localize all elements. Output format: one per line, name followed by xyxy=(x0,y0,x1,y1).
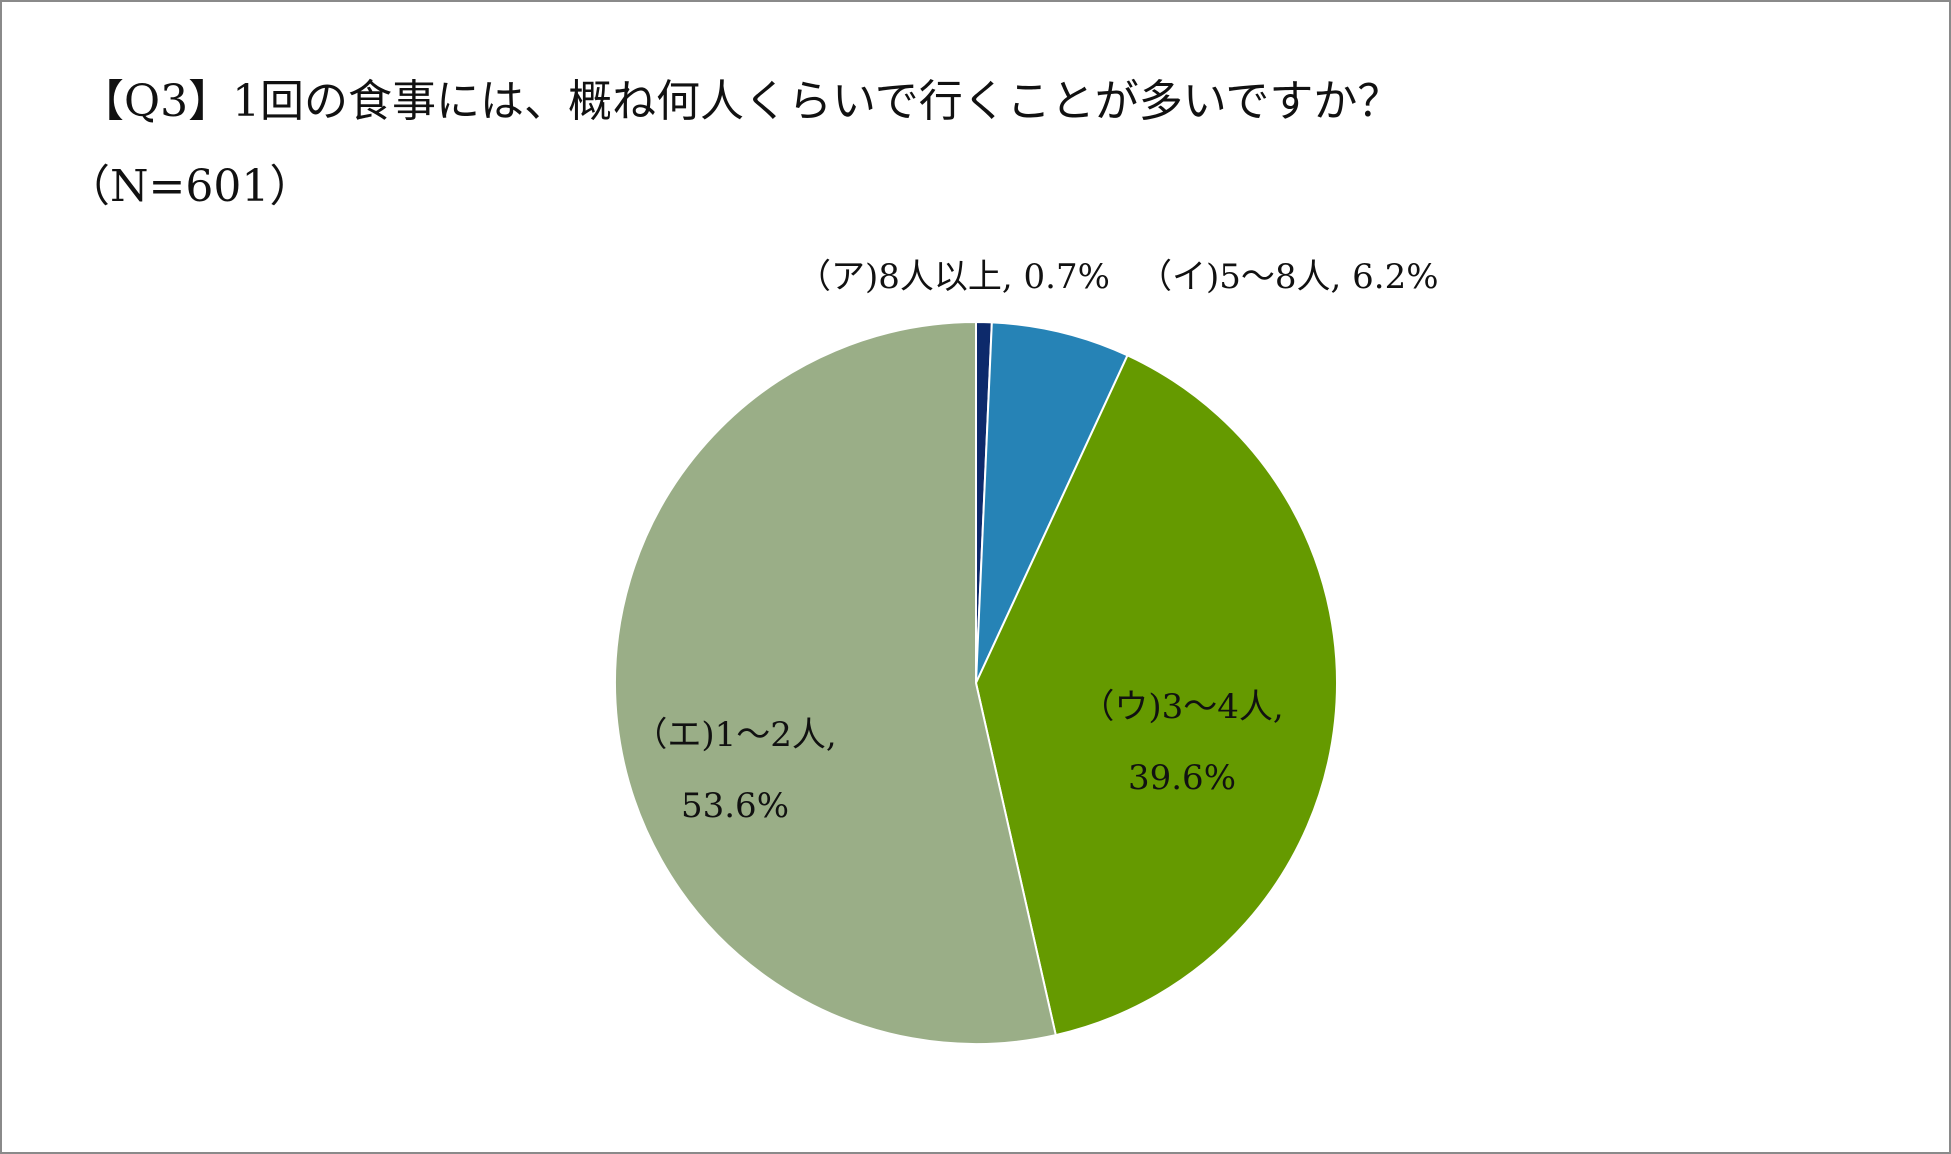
pie-slices xyxy=(613,320,1338,1045)
slice-value-3: 39.6% xyxy=(1128,758,1236,798)
slice-label-4: （エ)1～2人, xyxy=(633,715,836,755)
pie-slice-4 xyxy=(613,320,1057,1045)
slice-label-1: （ア)8人以上, 0.7% xyxy=(797,257,1110,297)
pie-slice-2 xyxy=(975,321,1129,684)
pie-slice-3 xyxy=(974,354,1338,1037)
slice-value-4: 53.6% xyxy=(681,786,789,826)
chart-title: 【Q3】1回の食事には、概ね何人くらいで行くことが多いですか？ xyxy=(80,76,1402,127)
pie-labels: （ア)8人以上, 0.7% （イ)5～8人, 6.2% （ウ)3～4人, 39.6% （… xyxy=(633,257,1438,826)
slice-label-2: （イ)5～8人, 6.2% xyxy=(1138,257,1439,297)
chart-subtitle: （N=601） xyxy=(66,161,314,212)
slice-label-3: （ウ)3～4人, xyxy=(1080,687,1283,727)
